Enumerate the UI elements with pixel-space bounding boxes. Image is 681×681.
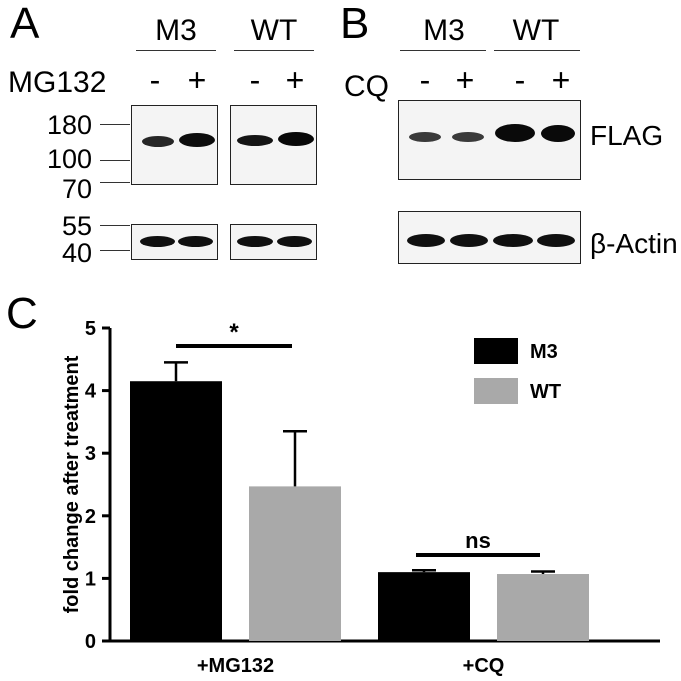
panel-c-letter: C	[6, 289, 38, 338]
group-underline	[234, 50, 314, 51]
treatment-sign: +	[455, 62, 475, 98]
group-underline	[494, 50, 580, 51]
band	[179, 133, 215, 147]
treatment-sign: +	[187, 62, 207, 98]
band	[237, 135, 273, 146]
band	[277, 236, 312, 247]
legend-swatch-m3	[474, 338, 518, 364]
band	[452, 132, 484, 142]
significance-label: *	[229, 319, 239, 346]
band	[537, 234, 575, 247]
y-tick-label: 0	[85, 631, 96, 653]
panel-b-letter: B	[340, 0, 370, 48]
y-axis-label: fold change after treatment	[61, 355, 83, 613]
blot-b-actin	[398, 211, 581, 264]
band	[178, 236, 213, 247]
band	[495, 124, 535, 142]
y-tick-label: 3	[85, 443, 96, 465]
blot-label-beta-actin: β-Actin	[590, 228, 678, 259]
mw-marker-180: 180	[46, 110, 92, 140]
band	[407, 234, 445, 247]
band	[409, 132, 441, 142]
legend-label-m3: M3	[530, 341, 558, 363]
treatment-sign: +	[551, 62, 571, 98]
treatment-sign: +	[285, 62, 305, 98]
mw-tick	[100, 225, 130, 226]
mw-tick	[100, 250, 130, 251]
mw-marker-40: 40	[61, 238, 92, 268]
panel-a-letter: A	[10, 0, 40, 48]
x-category-label: +CQ	[463, 655, 505, 677]
significance-label: ns	[465, 528, 491, 553]
blot-a-actin-wt	[230, 224, 317, 260]
y-tick-label: 5	[85, 318, 96, 340]
group-label-wt: WT	[250, 14, 298, 47]
legend-swatch-wt	[474, 378, 518, 404]
band	[142, 136, 174, 147]
group-underline	[136, 50, 216, 51]
mw-tick	[100, 124, 130, 125]
treatment-label-cq: CQ	[344, 70, 389, 103]
y-tick-label: 2	[85, 506, 96, 528]
treatment-label-mg132: MG132	[8, 66, 107, 99]
x-category-label: +MG132	[197, 655, 274, 677]
group-label-m3: M3	[155, 14, 197, 47]
mw-tick	[100, 160, 130, 161]
treatment-sign: -	[149, 62, 161, 98]
mw-tick	[100, 182, 130, 183]
treatment-sign: -	[249, 62, 261, 98]
mw-marker-55: 55	[61, 211, 92, 241]
bar-m3-0	[130, 381, 222, 641]
blot-label-flag: FLAG	[590, 120, 664, 151]
group-label-m3: M3	[423, 14, 465, 47]
band	[237, 236, 273, 247]
bar-m3-1	[378, 572, 470, 641]
band	[278, 132, 314, 146]
bar-wt-1	[497, 574, 589, 641]
blot-a-flag-wt	[230, 105, 317, 185]
mw-marker-100: 100	[46, 144, 92, 174]
blot-a-actin-m3	[131, 224, 218, 260]
blot-b-flag	[398, 100, 581, 180]
band	[493, 234, 533, 247]
group-underline	[400, 50, 486, 51]
treatment-sign: -	[419, 62, 431, 98]
y-tick-label: 1	[85, 568, 96, 590]
y-tick-label: 4	[85, 381, 97, 403]
band	[450, 234, 488, 247]
band	[541, 125, 575, 142]
band	[140, 236, 175, 247]
bar-wt-0	[249, 486, 341, 641]
group-label-wt: WT	[512, 14, 560, 47]
blot-a-flag-m3	[131, 105, 218, 185]
legend-label-wt: WT	[530, 381, 561, 403]
treatment-sign: -	[514, 62, 526, 98]
mw-marker-70: 70	[61, 174, 92, 204]
